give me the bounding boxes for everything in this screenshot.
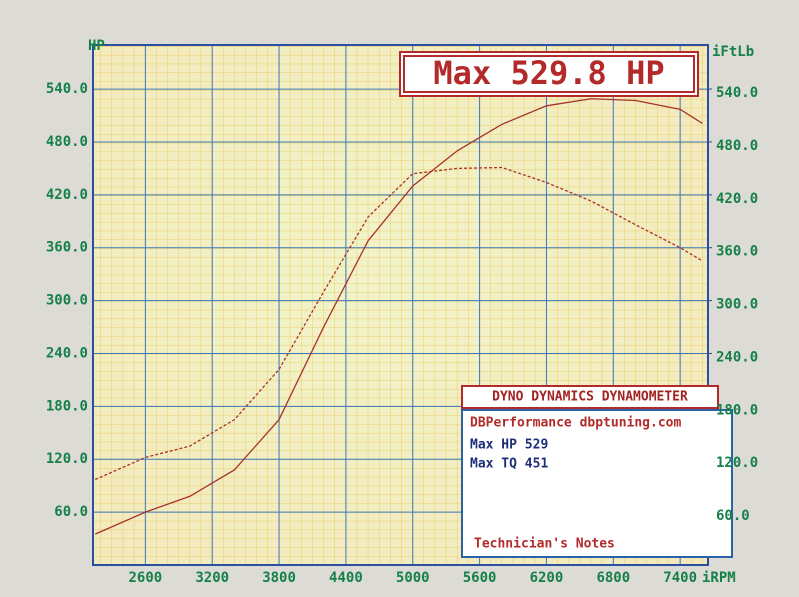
title-box-inner xyxy=(403,55,695,93)
y-axis-label: HP xyxy=(88,38,105,54)
info-box xyxy=(461,409,733,558)
series-line xyxy=(94,98,703,535)
y2-tick-label: 480.0 xyxy=(716,138,758,154)
info-header-box xyxy=(461,385,719,409)
y2-tick-label: 60.0 xyxy=(716,508,750,524)
title-box xyxy=(399,51,699,97)
y-tick-label: 420.0 xyxy=(46,187,88,203)
info-line: Max HP 529 xyxy=(470,438,548,453)
x-tick-label: 3800 xyxy=(262,570,296,586)
x-tick-label: 6200 xyxy=(530,570,564,586)
x-tick-label: 6800 xyxy=(596,570,630,586)
y2-tick-label: 540.0 xyxy=(716,85,758,101)
y2-tick-label: 240.0 xyxy=(716,349,758,365)
x-tick-label: 2600 xyxy=(129,570,163,586)
y-tick-label: 360.0 xyxy=(46,240,88,256)
info-footer: Technician's Notes xyxy=(474,537,615,552)
y-tick-label: 240.0 xyxy=(46,345,88,361)
x-tick-label: 5000 xyxy=(396,570,430,586)
y-tick-label: 480.0 xyxy=(46,134,88,150)
y-tick-label: 540.0 xyxy=(46,81,88,97)
x-tick-label: 3200 xyxy=(195,570,229,586)
x-tick-label: 5600 xyxy=(463,570,497,586)
y-tick-label: 300.0 xyxy=(46,293,88,309)
y2-tick-label: 360.0 xyxy=(716,244,758,260)
y2-tick-label: 180.0 xyxy=(716,402,758,418)
y2-tick-label: 300.0 xyxy=(716,297,758,313)
y2-axis-label: iFtLb xyxy=(712,44,754,60)
info-line: DBPerformance dbptuning.com xyxy=(470,416,681,431)
y-tick-label: 180.0 xyxy=(46,398,88,414)
info-line: Max TQ 451 xyxy=(470,457,548,472)
series-line xyxy=(94,166,703,481)
x-tick-label: 4400 xyxy=(329,570,363,586)
y2-tick-label: 420.0 xyxy=(716,191,758,207)
y-tick-label: 120.0 xyxy=(46,451,88,467)
x-axis-label: iRPM xyxy=(702,570,736,586)
y2-tick-label: 120.0 xyxy=(716,455,758,471)
chart-title: Max 529.8 HP xyxy=(433,54,664,92)
x-tick-label: 7400 xyxy=(663,570,697,586)
y-tick-label: 60.0 xyxy=(54,504,88,520)
info-header: DYNO DYNAMICS DYNAMOMETER xyxy=(492,390,688,405)
plot-frame xyxy=(92,44,709,566)
